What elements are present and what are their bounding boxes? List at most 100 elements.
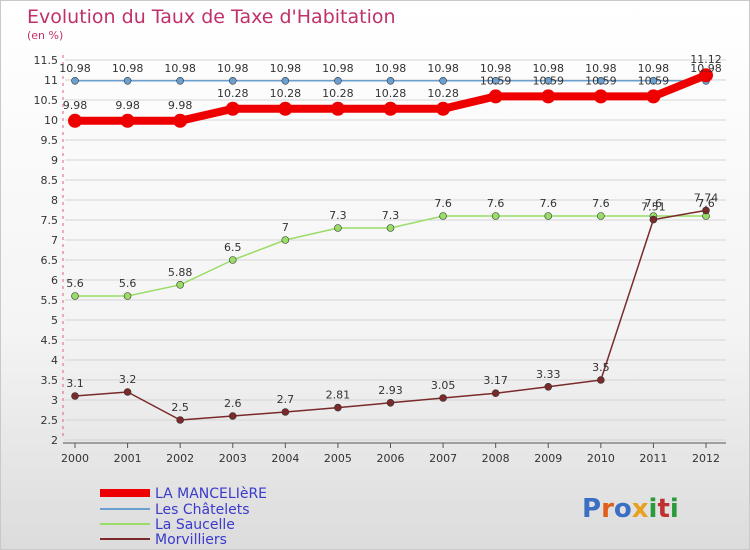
x-tick-label: 2006 (377, 452, 405, 465)
data-point (173, 113, 188, 128)
data-point (334, 403, 342, 412)
data-point (491, 77, 500, 85)
data-label: 7 (282, 221, 289, 234)
legend-label: Morvilliers (155, 532, 227, 548)
data-label: 3.33 (536, 368, 561, 381)
data-label: 10.98 (427, 62, 459, 75)
data-label: 3.17 (483, 374, 508, 387)
y-tick-label: 4 (51, 354, 58, 367)
data-label: 10.98 (690, 62, 722, 75)
data-label: 11.12 (690, 53, 722, 66)
proxiti-logo: Proxiti (582, 494, 679, 524)
y-tick-label: 4.5 (41, 334, 59, 347)
data-label: 2.7 (277, 393, 295, 406)
data-label: 7.6 (434, 197, 452, 210)
data-point (176, 77, 184, 85)
data-point (439, 77, 447, 85)
x-tick-label: 2004 (271, 452, 299, 465)
data-point (330, 101, 345, 116)
data-point (544, 77, 553, 85)
y-tick-label: 2 (51, 434, 58, 447)
data-label: 7.74 (694, 191, 719, 204)
x-tick-label: 2008 (482, 452, 510, 465)
data-point (176, 280, 184, 289)
x-tick-label: 2002 (166, 452, 194, 465)
y-tick-label: 3.5 (41, 374, 59, 387)
x-tick-label: 2011 (639, 452, 667, 465)
data-label: 2.5 (171, 401, 189, 414)
data-label: 9.98 (115, 99, 140, 112)
data-label: 10.28 (322, 87, 354, 100)
data-point (597, 212, 605, 220)
data-label: 5.6 (119, 277, 137, 290)
data-point (491, 389, 500, 398)
data-point (436, 101, 451, 116)
data-point (646, 89, 661, 104)
y-tick-label: 10 (44, 114, 58, 127)
data-point (71, 392, 79, 400)
x-tick-label: 2005 (324, 452, 352, 465)
y-tick-label: 8.5 (41, 174, 59, 187)
y-tick-label: 5.5 (41, 294, 59, 307)
data-label: 7.3 (329, 209, 347, 222)
y-tick-label: 7 (51, 234, 58, 247)
data-label: 10.98 (638, 62, 670, 75)
data-label: 10.98 (112, 62, 144, 75)
data-point (439, 394, 447, 402)
data-point (702, 206, 710, 215)
data-point (228, 412, 237, 420)
y-tick-label: 5 (51, 314, 58, 327)
data-label: 2.93 (378, 384, 403, 397)
data-point (439, 212, 447, 220)
data-label: 3.5 (592, 361, 610, 374)
data-point (597, 376, 605, 384)
data-point (488, 89, 503, 104)
data-label: 3.05 (431, 379, 456, 392)
x-tick-label: 2003 (219, 452, 247, 465)
data-label: 10.28 (427, 87, 459, 100)
x-tick-label: 2000 (61, 452, 89, 465)
data-point (71, 77, 79, 85)
data-point (68, 113, 82, 128)
data-point (649, 77, 658, 85)
data-point (544, 382, 553, 391)
data-point (176, 416, 184, 424)
data-label: 7.6 (645, 197, 663, 210)
legend-label: Les Châtelets (155, 502, 250, 518)
x-tick-label: 2007 (429, 452, 457, 465)
legend-label: La Saucelle (155, 517, 235, 533)
y-tick-label: 8 (51, 194, 58, 207)
data-point (541, 89, 556, 104)
data-label: 7.51 (641, 201, 666, 214)
data-point (123, 292, 132, 300)
data-point (383, 101, 398, 116)
data-point (699, 68, 713, 83)
x-tick-label: 2010 (587, 452, 615, 465)
y-axis-label: (en %) (27, 29, 64, 42)
y-tick-label: 11 (44, 74, 58, 87)
data-point (228, 256, 237, 264)
data-label: 10.59 (638, 74, 670, 87)
data-point (225, 101, 240, 116)
data-label: 10.98 (585, 62, 617, 75)
data-point (120, 113, 135, 128)
data-point (386, 224, 395, 232)
data-label: 5.6 (66, 277, 84, 290)
data-point (123, 388, 132, 396)
data-label: 5.88 (168, 266, 193, 279)
data-label: 10.59 (480, 74, 512, 87)
data-label: 10.98 (217, 62, 249, 75)
data-label: 10.59 (533, 74, 565, 87)
x-tick-label: 2001 (114, 452, 142, 465)
data-point (386, 77, 395, 85)
y-tick-label: 7.5 (41, 214, 59, 227)
y-tick-label: 6 (51, 274, 58, 287)
data-label: 3.1 (66, 377, 84, 390)
data-point (491, 212, 500, 220)
data-label: 10.98 (270, 62, 302, 75)
data-label: 7.6 (592, 197, 610, 210)
data-label: 10.98 (164, 62, 196, 75)
x-tick-label: 2009 (534, 452, 562, 465)
